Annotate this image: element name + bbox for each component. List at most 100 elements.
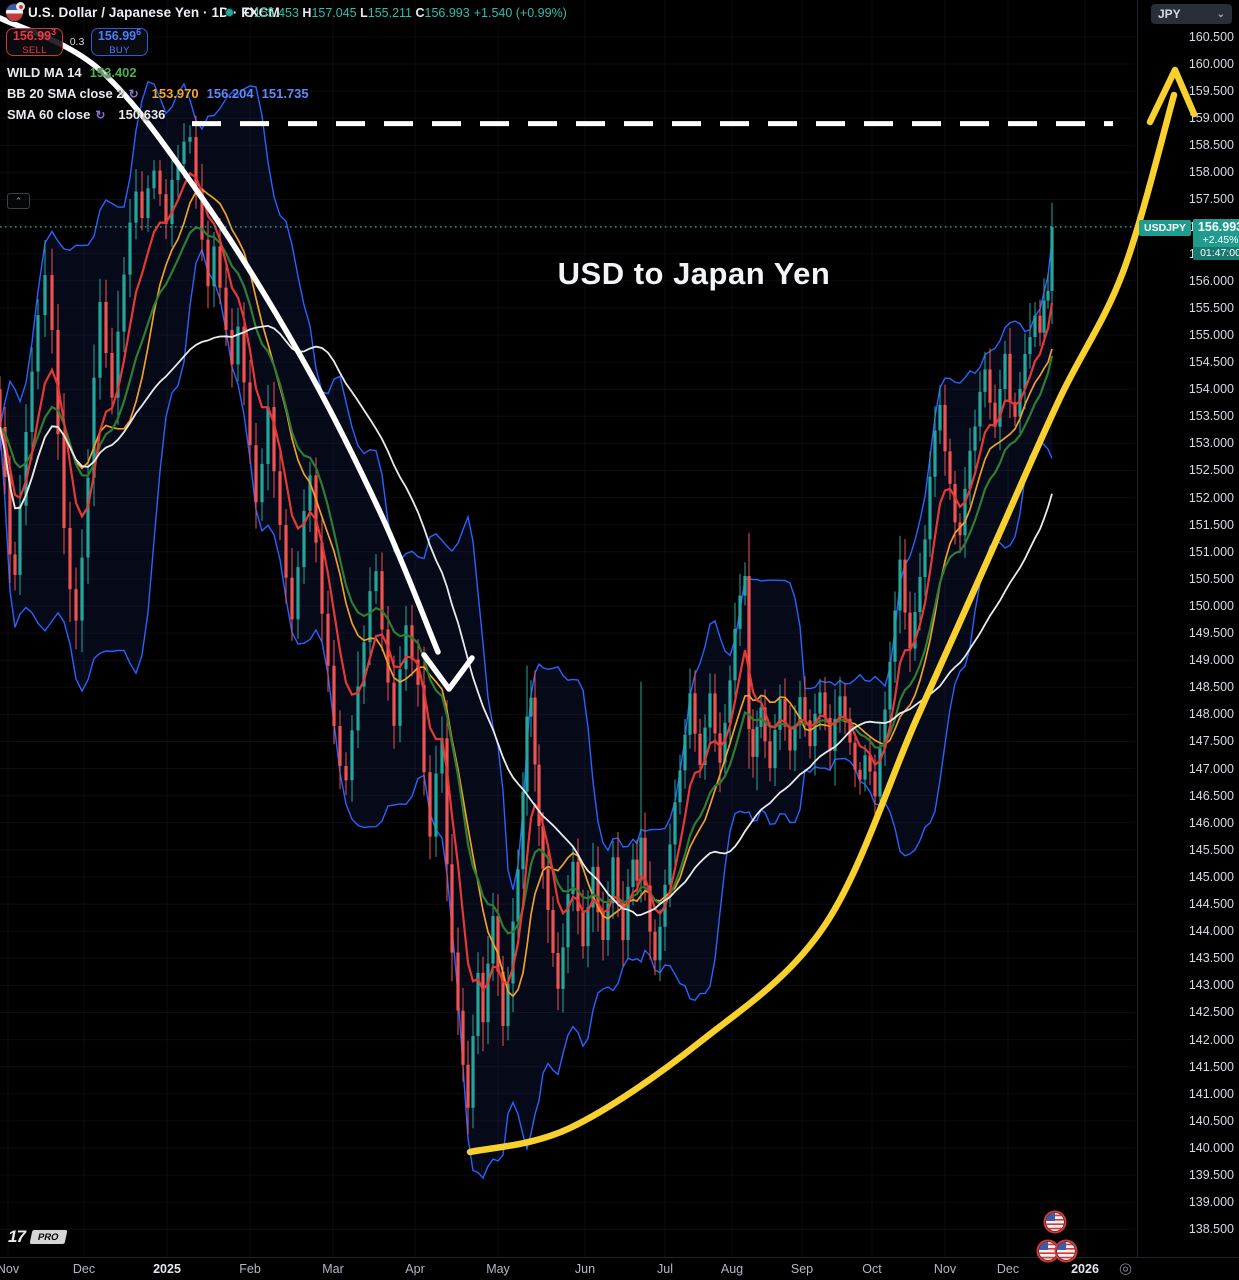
wild-ma-name: WILD MA 14 bbox=[7, 65, 82, 80]
time-tick-month-label: Nov bbox=[0, 1262, 20, 1276]
price-tick-label: 143.000 bbox=[1188, 978, 1234, 992]
price-tick-label: 141.500 bbox=[1188, 1060, 1234, 1074]
time-tick-month-label: Nov bbox=[933, 1262, 957, 1276]
price-tick-label: 147.000 bbox=[1188, 762, 1234, 776]
last-price-axis-label: USDJPY 156.993 +2.45% 01:47:00 bbox=[1139, 219, 1239, 260]
time-tick-month-label: Dec bbox=[72, 1262, 96, 1276]
open-label: O bbox=[244, 6, 254, 20]
time-tick-month-label: Dec bbox=[996, 1262, 1020, 1276]
low-value: 155.211 bbox=[367, 6, 413, 20]
price-tick-label: 138.500 bbox=[1188, 1222, 1234, 1236]
price-tick-label: 160.500 bbox=[1188, 30, 1234, 44]
chevron-down-icon: ⌄ bbox=[1216, 8, 1225, 20]
time-tick-month-label: Jun bbox=[574, 1262, 596, 1276]
sell-label: SELL bbox=[22, 45, 47, 57]
bollinger-band bbox=[0, 80, 1053, 1180]
price-tick-label: 151.500 bbox=[1188, 518, 1234, 532]
price-tick-label: 140.500 bbox=[1188, 1114, 1234, 1128]
price-tick-label: 148.000 bbox=[1188, 707, 1234, 721]
time-tick-year-label: 2026 bbox=[1071, 1262, 1099, 1276]
price-tick-label: 152.500 bbox=[1188, 463, 1234, 477]
instrument-pair-logo-icon[interactable] bbox=[6, 2, 25, 21]
price-tick-label: 155.500 bbox=[1188, 301, 1234, 315]
time-tick-month-label: May bbox=[486, 1262, 510, 1276]
time-tick-month-label: Apr bbox=[405, 1262, 425, 1276]
swap-arrows-icon[interactable]: ↻ bbox=[95, 107, 106, 122]
collapse-legend-button[interactable]: ⌃ bbox=[7, 193, 30, 209]
close-label: C bbox=[415, 6, 425, 20]
price-tick-label: 151.000 bbox=[1188, 545, 1234, 559]
price-tick-label: 139.500 bbox=[1188, 1168, 1234, 1182]
legend-row-wild-ma[interactable]: WILD MA 14 153.402 bbox=[7, 62, 309, 83]
sma-value: 150.636 bbox=[118, 107, 166, 122]
candlestick-series bbox=[0, 115, 1054, 1135]
price-tick-label: 140.000 bbox=[1188, 1141, 1234, 1155]
price-tick-label: 146.500 bbox=[1188, 789, 1234, 803]
price-tick-label: 149.500 bbox=[1188, 626, 1234, 640]
pro-badge: PRO bbox=[29, 1230, 68, 1244]
trend-up-arrow[interactable] bbox=[466, 66, 1198, 1156]
price-tick-label: 156.000 bbox=[1188, 274, 1234, 288]
price-axis[interactable]: 160.500 160.000 159.500 159.000 158.500 158.0… bbox=[1138, 0, 1239, 1257]
price-tick-label: 160.000 bbox=[1188, 57, 1234, 71]
bb-upper-value: 156.204 bbox=[206, 86, 254, 101]
scroll-to-realtime-button[interactable]: ◎ bbox=[1119, 1259, 1132, 1277]
symbol-tag: USDJPY bbox=[1139, 220, 1192, 236]
legend-row-bollinger[interactable]: BB 20 SMA close 2 ↻ 153.970 156.204 151.… bbox=[7, 83, 309, 104]
price-tick-label: 149.000 bbox=[1188, 653, 1234, 667]
price-tick-label: 154.500 bbox=[1188, 355, 1234, 369]
bar-countdown: 01:47:00 bbox=[1193, 247, 1239, 260]
price-tick-label: 142.500 bbox=[1188, 1005, 1234, 1019]
bollinger-name: BB 20 SMA close 2 bbox=[7, 86, 124, 101]
last-price-value: 156.993 bbox=[1197, 220, 1239, 234]
bb-lower-value: 151.735 bbox=[261, 86, 309, 101]
symbol-title[interactable]: U.S. Dollar / Japanese Yen · 1D · FXCM bbox=[28, 5, 280, 20]
price-tick-label: 159.500 bbox=[1188, 84, 1234, 98]
chart-title-watermark: USD to Japan Yen bbox=[557, 256, 831, 291]
last-price-box: 156.993 +2.45% 01:47:00 bbox=[1193, 219, 1239, 260]
currency-unit-label: JPY bbox=[1158, 7, 1181, 21]
tradingview-glyph-icon: 17 bbox=[8, 1227, 26, 1246]
indicator-legend: WILD MA 14 153.402 BB 20 SMA close 2 ↻ 1… bbox=[7, 62, 309, 209]
time-tick-month-label: Oct bbox=[862, 1262, 882, 1276]
price-tick-label: 158.500 bbox=[1188, 138, 1234, 152]
price-tick-label: 154.000 bbox=[1188, 382, 1234, 396]
time-tick-month-label: Aug bbox=[720, 1262, 744, 1276]
open-value: 155.453 bbox=[253, 6, 299, 20]
buy-price: 156.996 bbox=[97, 27, 142, 44]
close-value: 156.993 bbox=[424, 6, 470, 20]
price-tick-label: 148.500 bbox=[1188, 680, 1234, 694]
price-tick-label: 145.500 bbox=[1188, 843, 1234, 857]
price-tick-label: 159.000 bbox=[1188, 111, 1234, 125]
market-open-dot-icon[interactable] bbox=[225, 8, 234, 17]
sell-button[interactable]: 156.993 SELL bbox=[6, 28, 63, 56]
currency-unit-dropdown[interactable]: JPY ⌄ bbox=[1151, 4, 1232, 24]
tradingview-logo[interactable]: 17 PRO bbox=[8, 1227, 68, 1247]
buy-button[interactable]: 156.996 BUY bbox=[91, 28, 148, 56]
price-tick-label: 150.000 bbox=[1188, 599, 1234, 613]
price-tick-label: 150.500 bbox=[1188, 572, 1234, 586]
time-tick-month-label: Sep bbox=[790, 1262, 814, 1276]
price-tick-label: 145.000 bbox=[1188, 870, 1234, 884]
price-tick-label: 152.000 bbox=[1188, 491, 1234, 505]
spread-value: 0.3 bbox=[69, 36, 85, 48]
us-flag-event-icon[interactable] bbox=[1043, 1210, 1067, 1234]
price-tick-label: 153.500 bbox=[1188, 409, 1234, 423]
price-tick-label: 144.500 bbox=[1188, 897, 1234, 911]
price-tick-label: 153.000 bbox=[1188, 436, 1234, 450]
swap-arrows-icon[interactable]: ↻ bbox=[128, 86, 139, 101]
high-value: 157.045 bbox=[311, 6, 357, 20]
time-tick-month-label: Mar bbox=[322, 1262, 344, 1276]
ohlc-readout: O155.453 H157.045 L155.211 C156.993 +1.54… bbox=[244, 6, 567, 20]
chevron-up-icon: ⌃ bbox=[14, 195, 23, 206]
high-label: H bbox=[302, 6, 312, 20]
grid-lines bbox=[0, 0, 1135, 1257]
chart-header: U.S. Dollar / Japanese Yen · 1D · FXCM O… bbox=[0, 0, 1135, 26]
price-tick-label: 146.000 bbox=[1188, 816, 1234, 830]
time-axis[interactable]: Nov Dec 2025 Feb Mar Apr May Jun Jul Aug Sep Oct Nov… bbox=[0, 1258, 1239, 1280]
legend-row-sma[interactable]: SMA 60 close ↻ 150.636 bbox=[7, 104, 309, 125]
time-tick-month-label: Feb bbox=[239, 1262, 261, 1276]
price-tick-label: 139.000 bbox=[1188, 1195, 1234, 1209]
